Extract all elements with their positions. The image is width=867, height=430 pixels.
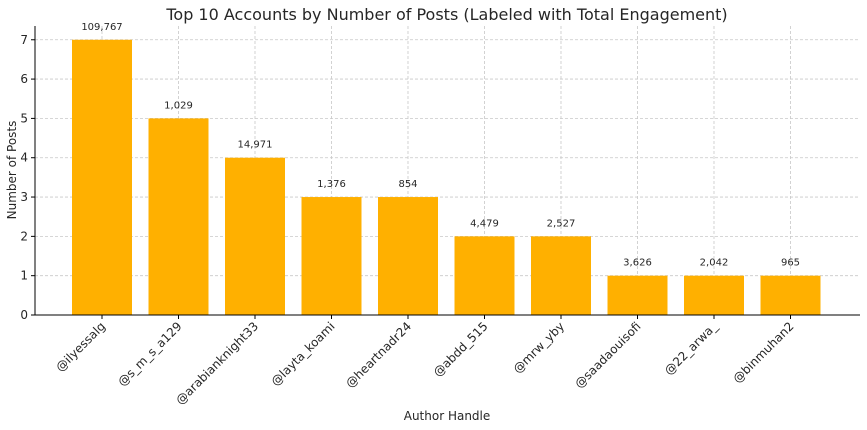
x-tick-label: @mrw_yby — [510, 319, 567, 376]
bars — [72, 39, 821, 316]
axes — [34, 26, 860, 316]
bar — [148, 118, 209, 315]
x-tick-label: @saadaouisofi — [572, 319, 644, 391]
x-tick-label: @s_m_s_a129 — [115, 319, 185, 389]
y-tick-label: 7 — [20, 33, 28, 47]
chart-title: Top 10 Accounts by Number of Posts (Labe… — [165, 5, 727, 24]
bar-data-label: 1,376 — [317, 179, 346, 190]
bar-data-label: 965 — [781, 258, 800, 269]
x-tick-label: @abdd_515 — [430, 319, 490, 379]
bar — [454, 236, 515, 315]
y-tick-label: 1 — [20, 269, 28, 283]
bar-data-label: 854 — [398, 179, 417, 190]
bar — [684, 275, 744, 315]
bar — [607, 275, 668, 315]
bar — [760, 275, 821, 315]
bar-data-label: 2,042 — [700, 258, 729, 269]
y-tick-label: 3 — [20, 190, 28, 204]
bar-data-label: 4,479 — [470, 218, 499, 229]
bar-data-label: 3,626 — [623, 258, 652, 269]
y-axis-label: Number of Posts — [5, 121, 19, 220]
bar-data-label: 1,029 — [164, 100, 193, 111]
bar — [378, 197, 438, 315]
y-tick-label: 2 — [20, 229, 28, 243]
bar — [72, 39, 132, 316]
x-tick-label: @heartnadr24 — [343, 319, 414, 390]
y-tick-label: 0 — [20, 308, 28, 322]
bar-data-label: 109,767 — [81, 22, 122, 33]
x-tick-label: @binmuhan2 — [730, 319, 797, 386]
bar — [531, 236, 591, 315]
data-labels: 109,767 1,029 14,971 1,376 854 4,479 2,527 3,62… — [81, 22, 800, 269]
y-ticks: 0 1 2 3 4 5 6 7 — [20, 33, 35, 322]
x-axis-label: Author Handle — [404, 409, 491, 423]
x-tick-label: @22_arwa_ — [662, 319, 721, 378]
bar-data-label: 2,527 — [547, 218, 576, 229]
bar — [225, 157, 285, 315]
y-tick-label: 5 — [20, 111, 28, 125]
y-tick-label: 6 — [20, 72, 28, 86]
x-ticks: @ilyessalg @s_m_s_a129@arabianknight33 @la… — [53, 315, 797, 407]
bar-data-label: 14,971 — [238, 140, 273, 151]
x-tick-label: @ilyessalg — [53, 319, 108, 374]
y-tick-label: 4 — [20, 151, 28, 165]
x-tick-label: @layta_koami — [268, 319, 337, 388]
bar — [301, 197, 362, 315]
x-tick-label: @arabianknight33 — [173, 319, 261, 407]
